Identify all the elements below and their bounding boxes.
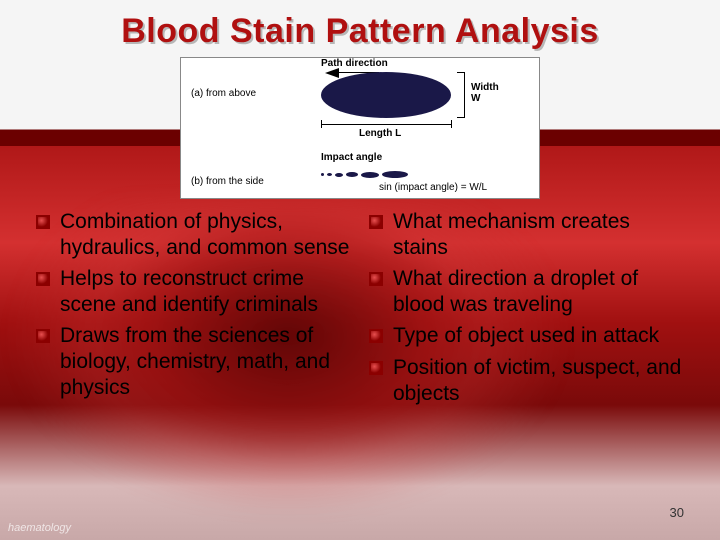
list-item: Combination of physics, hydraulics, and … xyxy=(36,209,351,260)
side-view-drops xyxy=(321,166,431,176)
bullet-text: Combination of physics, hydraulics, and … xyxy=(60,209,351,260)
blood-ellipse xyxy=(321,72,451,118)
bullet-text: Helps to reconstruct crime scene and ide… xyxy=(60,266,351,317)
bullet-text: Type of object used in attack xyxy=(393,323,659,349)
bullet-icon xyxy=(369,361,383,375)
length-tick xyxy=(451,120,452,128)
label-from-side: (b) from the side xyxy=(191,176,264,187)
bullet-text: Position of victim, suspect, and objects xyxy=(393,355,684,406)
slide-container: Blood Stain Pattern Analysis Path direct… xyxy=(0,0,720,540)
width-bracket xyxy=(457,72,465,118)
length-bar xyxy=(321,124,451,125)
bullet-text: What direction a droplet of blood was tr… xyxy=(393,266,684,317)
bullet-text: What mechanism creates stains xyxy=(393,209,684,260)
bullet-icon xyxy=(369,215,383,229)
bullet-text: Draws from the sciences of biology, chem… xyxy=(60,323,351,400)
content-columns: Combination of physics, hydraulics, and … xyxy=(30,209,690,412)
label-width: Width W xyxy=(471,82,499,104)
bullet-icon xyxy=(36,329,50,343)
label-impact-angle: Impact angle xyxy=(321,152,382,163)
bullet-icon xyxy=(36,272,50,286)
right-column: What mechanism creates stains What direc… xyxy=(369,209,684,412)
list-item: What direction a droplet of blood was tr… xyxy=(369,266,684,317)
list-item: Helps to reconstruct crime scene and ide… xyxy=(36,266,351,317)
left-column: Combination of physics, hydraulics, and … xyxy=(36,209,351,412)
page-number: 30 xyxy=(670,505,684,520)
list-item: Position of victim, suspect, and objects xyxy=(369,355,684,406)
bullet-icon xyxy=(369,329,383,343)
list-item: What mechanism creates stains xyxy=(369,209,684,260)
bullet-icon xyxy=(36,215,50,229)
logo-text: haematology xyxy=(8,522,71,534)
list-item: Draws from the sciences of biology, chem… xyxy=(36,323,351,400)
bullet-icon xyxy=(369,272,383,286)
label-length: Length L xyxy=(359,128,401,139)
arrow-icon xyxy=(325,68,339,78)
page-title: Blood Stain Pattern Analysis xyxy=(30,12,690,51)
blood-drop-diagram: Path direction Width W (a) from above Le… xyxy=(180,57,540,199)
label-from-above: (a) from above xyxy=(191,88,256,99)
list-item: Type of object used in attack xyxy=(369,323,684,349)
label-formula: sin (impact angle) = W/L xyxy=(379,182,487,193)
